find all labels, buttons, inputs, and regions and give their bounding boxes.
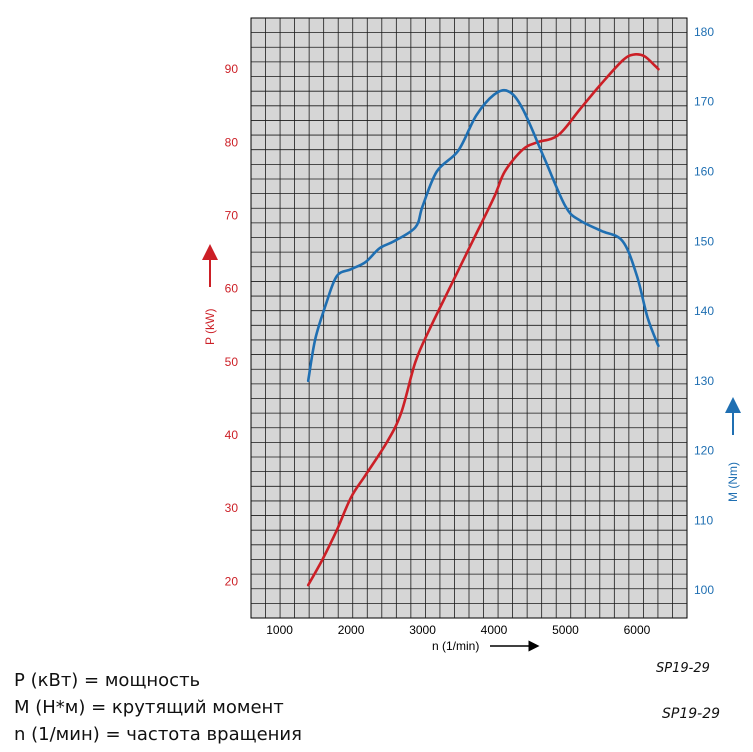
power-tick-label: 20 [225, 574, 239, 588]
legend-rpm: n (1/мин) = частота вращения [14, 724, 302, 745]
power-tick-label: 80 [225, 135, 239, 149]
power-axis-label: P (kW) [203, 309, 217, 345]
caption-code: SP19-29 [662, 706, 721, 722]
torque-tick-label: 170 [694, 95, 714, 109]
power-curve [306, 52, 660, 587]
rpm-tick-label: 2000 [338, 623, 365, 637]
torque-tick-label: 120 [694, 444, 714, 458]
torque-tick-label: 160 [694, 164, 714, 178]
rpm-axis-ticks: 1000 2000 3000 4000 5000 6000 [266, 623, 650, 637]
torque-tick-label: 130 [694, 374, 714, 388]
power-tick-label: 90 [225, 62, 239, 76]
rpm-axis-label: n (1/min) [432, 639, 479, 653]
series-lines [306, 52, 660, 587]
torque-curve [306, 88, 660, 383]
legend-power: P (кВт) = мощность [14, 670, 201, 691]
power-tick-label: 60 [225, 282, 239, 296]
rpm-tick-label: 1000 [266, 623, 293, 637]
rpm-tick-label: 6000 [624, 623, 651, 637]
rpm-tick-label: 3000 [409, 623, 436, 637]
torque-axis-label: M (Nm) [726, 462, 740, 502]
rpm-tick-label: 4000 [481, 623, 508, 637]
legend-torque: M (Н*м) = крутящий момент [14, 697, 284, 718]
torque-tick-label: 180 [694, 25, 714, 39]
power-tick-label: 40 [225, 428, 239, 442]
torque-tick-label: 100 [694, 583, 714, 597]
power-axis-ticks: 20 30 40 50 60 70 80 90 [225, 62, 239, 588]
torque-tick-label: 110 [694, 513, 713, 527]
torque-tick-label: 140 [694, 304, 714, 318]
figure-code: SP19-29 [656, 661, 710, 676]
rpm-tick-label: 5000 [552, 623, 579, 637]
power-tick-label: 70 [225, 209, 239, 223]
torque-tick-label: 150 [694, 234, 714, 248]
grid-lines [251, 18, 687, 618]
power-tick-label: 50 [225, 355, 239, 369]
power-tick-label: 30 [225, 501, 239, 515]
torque-axis-ticks: 100 110 120 130 140 150 160 170 180 [694, 25, 714, 597]
